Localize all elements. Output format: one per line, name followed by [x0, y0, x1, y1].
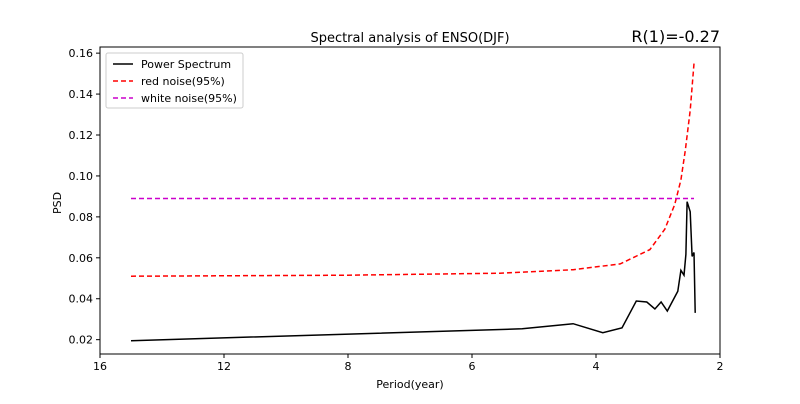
- y-tick-label: 0.04: [69, 293, 94, 306]
- legend: Power Spectrum red noise(95%) white noise(…: [105, 52, 244, 109]
- legend-label: white noise(95%): [141, 92, 237, 105]
- series-line-1: [130, 201, 696, 342]
- y-tick-label: 0.14: [69, 88, 94, 101]
- y-tick-label: 0.06: [69, 252, 94, 265]
- chart-title: Spectral analysis of ENSO(DJF): [310, 31, 509, 46]
- autocorrelation-annotation: R(1)=-0.27: [631, 27, 720, 46]
- y-tick-label: 0.02: [69, 334, 94, 347]
- legend-label: Power Spectrum: [141, 58, 231, 71]
- x-tick-label: 16: [93, 360, 107, 373]
- x-tick-label: 8: [345, 360, 352, 373]
- y-axis-label: PSD: [51, 192, 64, 214]
- legend-label: red noise(95%): [141, 75, 225, 88]
- x-tick-label: 12: [217, 360, 231, 373]
- plot-frame: [99, 46, 721, 355]
- y-tick-label: 0.12: [69, 129, 94, 142]
- x-tick-label: 2: [717, 360, 724, 373]
- x-tick-label: 6: [469, 360, 476, 373]
- y-tick-label: 0.10: [69, 170, 94, 183]
- x-tick-label: 4: [593, 360, 600, 373]
- y-tick-label: 0.16: [69, 47, 94, 60]
- y-tick-label: 0.08: [69, 211, 94, 224]
- x-axis-label: Period(year): [376, 378, 443, 391]
- series-line-2: [130, 63, 695, 277]
